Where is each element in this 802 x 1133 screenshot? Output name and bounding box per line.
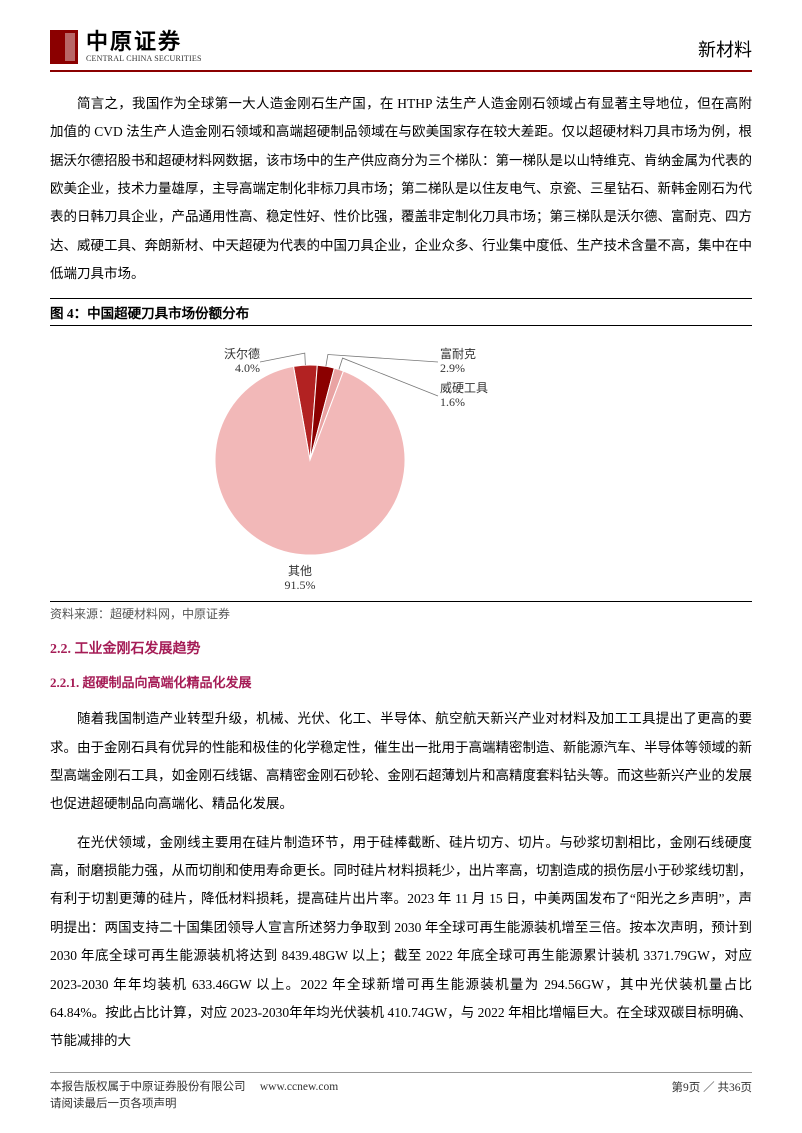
page-header: 中原证券 CENTRAL CHINA SECURITIES 新材料 [50,30,752,72]
footer-page-number: 第9页 ／ 共36页 [672,1079,753,1095]
pie-chart-svg: 沃尔德4.0% 富耐克2.9% 威硬工具1.6% 其他91.5% [50,340,750,590]
footer-copyright: 本报告版权属于中原证券股份有限公司 [50,1081,246,1093]
company-logo-icon [50,30,78,64]
footer-url: www.ccnew.com [260,1081,338,1093]
svg-text:其他: 其他 [288,564,312,578]
logo-text-en: CENTRAL CHINA SECURITIES [86,55,202,63]
svg-text:威硬工具: 威硬工具 [440,381,488,395]
page-footer: 本报告版权属于中原证券股份有限公司 www.ccnew.com 请阅读最后一页各… [50,1072,752,1114]
svg-text:1.6%: 1.6% [440,395,465,409]
figure4-chart: 沃尔德4.0% 富耐克2.9% 威硬工具1.6% 其他91.5% [50,326,752,601]
logo-text-cn: 中原证券 [86,31,202,53]
figure4-title: 图 4：中国超硬刀具市场份额分布 [50,298,752,326]
svg-text:91.5%: 91.5% [285,578,316,590]
paragraph-1: 简言之，我国作为全球第一大人造金刚石生产国，在 HTHP 法生产人造金刚石领域占… [50,90,752,288]
header-category: 新材料 [698,36,752,62]
footer-disclaimer: 请阅读最后一页各项声明 [50,1098,177,1110]
section-2-2-1-heading: 2.2.1. 超硬制品向高端化精品化发展 [50,672,752,691]
svg-text:富耐克: 富耐克 [440,346,476,361]
figure4-source: 资料来源：超硬材料网，中原证券 [50,601,752,622]
paragraph-3: 在光伏领域，金刚线主要用在硅片制造环节，用于硅棒截断、硅片切方、切片。与砂浆切割… [50,829,752,1056]
svg-text:4.0%: 4.0% [235,361,260,375]
section-2-2-heading: 2.2. 工业金刚石发展趋势 [50,638,752,658]
paragraph-2: 随着我国制造产业转型升级，机械、光伏、化工、半导体、航空航天新兴产业对材料及加工… [50,705,752,818]
svg-text:沃尔德: 沃尔德 [224,346,260,361]
logo-block: 中原证券 CENTRAL CHINA SECURITIES [50,30,202,64]
page-container: 中原证券 CENTRAL CHINA SECURITIES 新材料 简言之，我国… [0,0,802,1133]
svg-text:2.9%: 2.9% [440,361,465,375]
